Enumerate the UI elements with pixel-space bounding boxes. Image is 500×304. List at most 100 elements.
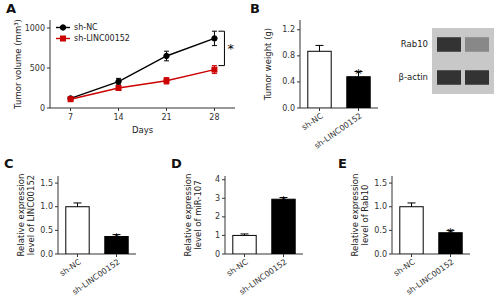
y-tick-label: 0.0	[40, 250, 53, 259]
significance-star: *	[113, 230, 120, 245]
bar	[308, 51, 331, 108]
y-axis: 0.00.51.01.5Relative expressionlevel of …	[16, 174, 59, 259]
point	[212, 67, 217, 72]
y-tick-label: 500	[30, 64, 45, 73]
x-tick-label: sh-LINC00152	[405, 257, 456, 296]
x-tick-label: sh-NC	[225, 257, 250, 278]
y-tick	[55, 230, 58, 231]
y-tick	[389, 206, 392, 207]
error-bar	[164, 51, 169, 61]
x-tick-label: sh-LINC00152	[313, 111, 364, 150]
x-tick	[358, 108, 359, 111]
error-bar-cap	[408, 202, 416, 203]
blot-band	[437, 37, 461, 52]
y-tick-label: 0	[40, 104, 45, 113]
point	[116, 86, 121, 91]
y-tick-label: 1.5	[374, 179, 387, 188]
y-tick-label: 0.5	[374, 226, 387, 235]
error-bar-cap	[74, 202, 82, 203]
legend-marker	[61, 36, 66, 41]
error-bar	[164, 78, 169, 84]
point	[68, 96, 73, 101]
bar	[347, 77, 370, 108]
bar	[66, 207, 89, 254]
significance-star: *	[447, 225, 454, 240]
y-axis-title-line: Relative expression	[183, 174, 193, 257]
significance-bracket: *	[218, 31, 234, 65]
y-axis-line	[225, 176, 226, 254]
error-bar	[74, 203, 82, 207]
y-axis-title-line: Relative expression	[350, 174, 360, 257]
y-axis-title-line: Tumor weight (g)	[263, 28, 273, 101]
blot-row-label: Rab10	[401, 39, 428, 49]
error-bar	[116, 78, 121, 84]
y-tick	[297, 108, 300, 109]
error-bar	[316, 45, 324, 51]
x-tick-label: 21	[161, 113, 171, 122]
figure: A 0 500 1000Tumor volume (mm³) 7142128Days sh…	[0, 0, 500, 304]
y-tick-label: 1.0	[40, 202, 53, 211]
y-tick-label: 1000	[25, 24, 45, 33]
y-axis-title-line: level of LINC00152	[26, 175, 36, 255]
y-axis-line	[50, 20, 51, 108]
y-axis: 0.00.40.81.2Tumor weight (g)	[263, 20, 301, 113]
y-tick-label: 0.0	[374, 250, 387, 259]
panel-label: E	[338, 156, 347, 171]
error-bar	[408, 203, 416, 207]
x-axis-title: Days	[132, 125, 154, 135]
error-bar-cap	[241, 233, 249, 234]
western-blot: Rab10β-actin	[399, 28, 494, 94]
error-bar-cap	[212, 31, 217, 32]
y-tick	[297, 29, 300, 30]
y-axis-title-line: Relative expression	[16, 174, 26, 257]
y-tick-label: 3	[215, 194, 220, 203]
y-axis-title: Relative expressionlevel of Rab10	[350, 174, 370, 257]
significance-star: *	[280, 193, 287, 208]
y-tick	[222, 198, 225, 199]
error-bar-cap	[212, 73, 217, 74]
x-tick	[319, 108, 320, 111]
y-axis-line	[300, 20, 301, 108]
y-tick	[222, 216, 225, 217]
error-bar	[212, 66, 217, 74]
legend-marker	[60, 25, 65, 30]
x-tick	[411, 254, 412, 257]
y-tick	[55, 183, 58, 184]
series-line	[71, 70, 215, 100]
y-tick-label: 0.4	[282, 77, 295, 86]
significance-star: *	[227, 41, 234, 56]
panel-label: A	[6, 1, 16, 16]
legend-entry: sh-NC	[56, 23, 98, 32]
y-axis-title: Relative expressionlevel of miR-107	[183, 174, 203, 257]
x-axis: 7142128Days	[50, 108, 235, 135]
error-bar-stem	[319, 45, 320, 51]
blot-band	[465, 70, 489, 85]
y-axis-title-line: Tumor volume (mm³)	[13, 19, 23, 110]
y-tick-label: 0	[215, 250, 220, 259]
plot-area	[66, 203, 128, 254]
y-tick	[297, 55, 300, 56]
x-axis: sh-NCsh-LINC00152	[225, 254, 303, 297]
x-tick-label: sh-LINC00152	[238, 257, 289, 296]
point	[212, 36, 217, 41]
y-axis-title: Tumor volume (mm³)	[13, 19, 23, 110]
legend-label: sh-NC	[74, 23, 98, 32]
y-tick-label: 1.5	[40, 179, 53, 188]
panel-label: C	[4, 156, 14, 171]
series-line	[71, 38, 215, 98]
error-bar-cap	[164, 51, 169, 52]
error-bar-cap	[316, 45, 324, 46]
point	[164, 78, 169, 83]
x-tick	[70, 108, 71, 111]
error-bar-cap	[212, 65, 217, 66]
x-tick-label: 7	[68, 113, 73, 122]
y-axis: 01234Relative expressionlevel of miR-107	[183, 174, 226, 259]
legend: sh-NCsh-LINC00152	[56, 23, 130, 43]
x-tick	[244, 254, 245, 257]
blot-background	[432, 28, 494, 94]
y-tick	[389, 230, 392, 231]
y-tick	[55, 254, 58, 255]
y-axis-line	[392, 176, 393, 254]
error-bar	[241, 234, 249, 235]
x-tick	[166, 108, 167, 111]
